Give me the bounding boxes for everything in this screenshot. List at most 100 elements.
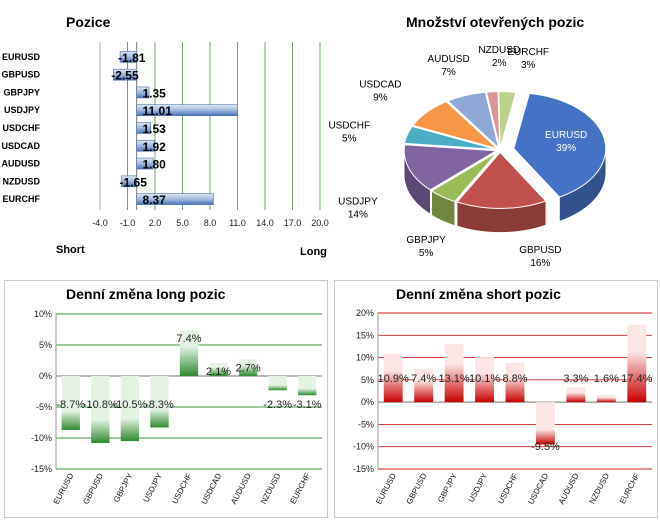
pie-slice-eurusd — [513, 92, 607, 198]
daily-short-ytick-label: -5% — [358, 419, 374, 429]
positions-value-label: -1.65 — [120, 175, 148, 189]
daily-long-value-label: -8.7% — [56, 399, 85, 411]
daily-long-category-label: USDJPY — [141, 471, 164, 504]
positions-bar-gbpusd — [112, 68, 137, 81]
positions-value-label: 1.53 — [143, 122, 167, 136]
daily-long-bar-gbpjpy — [120, 376, 140, 442]
pie-slice-gbpusd — [456, 151, 547, 209]
daily-short-value-label: 17.4% — [621, 373, 652, 385]
positions-category-label: EURUSD — [2, 52, 41, 62]
pie-category-label: EURCHF — [507, 47, 549, 58]
pie-category-label: USDJPY — [338, 196, 378, 207]
open-positions-title: Množství otevřených pozic — [406, 14, 585, 30]
positions-xtick-label: 20.0 — [311, 218, 329, 228]
positions-category-label: USDCHF — [3, 123, 41, 133]
daily-long-category-label: USDCHF — [170, 472, 194, 506]
positions-chart: -4.0 -1.0 2.0 5.0 8.0 11.0 14.0 17.0 20.0 EURUSD -… — [1, 42, 329, 258]
daily-long-bar-eurusd — [61, 376, 80, 430]
daily-short-ytick-label: 0% — [361, 397, 374, 407]
positions-category-label: AUDUSD — [1, 159, 40, 169]
daily-short-ytick-label: -15% — [353, 464, 374, 474]
daily-short-category-label: USDCAD — [526, 472, 550, 506]
pie-slice-eurchf — [498, 91, 517, 148]
daily-long-bar-gbpusd — [91, 376, 110, 443]
daily-long-chart: -15% -10% -5% 0% 5% 10% -8.7% EURUSD -10.8% GBPUS… — [31, 309, 322, 506]
pie-value-label: 2% — [492, 58, 507, 69]
pie-category-label: NZDUSD — [478, 45, 520, 56]
open-positions-chart: EURUSD 39% GBPUSD 16% GBPJPY 5% USDJPY 14% USDCH… — [328, 45, 607, 269]
pie-category-label: USDCHF — [328, 121, 370, 132]
daily-long-title: Denní změna long pozic — [66, 286, 226, 302]
positions-category-label: USDCAD — [1, 141, 40, 151]
positions-category-label: GBPUSD — [1, 70, 40, 80]
daily-long-category-label: USDCAD — [200, 472, 224, 506]
daily-short-ytick-label: -10% — [353, 442, 374, 452]
positions-bar-gbpjpy — [136, 86, 150, 99]
positions-xtick-label: 2.0 — [149, 218, 162, 228]
open-positions-panel: Množství otevřených pozic EURUSD 39% GBPUS… — [328, 0, 660, 275]
daily-long-value-label: 2.7% — [236, 362, 261, 374]
positions-xtick-label: 8.0 — [204, 218, 217, 228]
daily-short-value-label: 7.4% — [411, 373, 436, 385]
daily-short-category-label: USDJPY — [467, 471, 490, 504]
daily-long-panel: Denní změna long pozic -15% -10% -5% 0% 5% 10… — [0, 280, 330, 520]
positions-bar-nzdusd — [121, 175, 137, 188]
daily-short-panel: Denní změna short pozic -15% -10% -5% 0% 5% 1… — [330, 280, 660, 520]
daily-short-chart: -15% -10% -5% 0% 5% 10% 15% 20% 10.9% EURUSD 7.4% G… — [353, 308, 653, 506]
daily-short-ytick-label: 20% — [356, 308, 374, 318]
positions-panel: Pozice -4.0 -1.0 2.0 5.0 8.0 11.0 14.0 17.0 20.0… — [0, 0, 340, 275]
daily-short-bar-gbpusd — [414, 369, 434, 403]
positions-xtick-label: 5.0 — [176, 218, 189, 228]
pie-value-label: 14% — [348, 209, 368, 220]
pie-slice-audusd — [446, 91, 500, 150]
daily-short-bar-nzdusd — [596, 395, 616, 403]
daily-short-bar-usdchf — [505, 362, 525, 403]
daily-long-bar-usdcad — [209, 362, 228, 376]
daily-short-ytick-label: 15% — [356, 330, 374, 340]
daily-short-bar-gbpjpy — [444, 343, 464, 403]
daily-long-value-label: -3.1% — [293, 399, 322, 411]
daily-short-value-label: 1.6% — [594, 373, 619, 385]
pie-value-label: 39% — [556, 143, 576, 154]
positions-xtick-label: 11.0 — [229, 218, 246, 228]
daily-short-category-label: EURUSD — [374, 472, 398, 506]
positions-category-label: NZDUSD — [3, 176, 41, 186]
daily-short-value-label: 8.8% — [502, 373, 527, 385]
pie-value-label: 7% — [441, 67, 456, 78]
positions-value-label: -1.81 — [118, 51, 146, 65]
daily-long-ytick-label: -5% — [36, 402, 52, 412]
daily-long-bar-nzdusd — [268, 376, 287, 391]
positions-value-label: 1.92 — [143, 140, 167, 154]
positions-bar-usdchf — [136, 122, 151, 134]
pie-value-label: 5% — [342, 134, 357, 145]
daily-short-value-label: 10.1% — [469, 373, 500, 385]
positions-value-label: 1.80 — [143, 158, 167, 172]
positions-bar-audusd — [136, 157, 154, 170]
daily-long-category-label: NZDUSD — [259, 472, 283, 506]
positions-xtick-label: 17.0 — [284, 218, 302, 228]
daily-long-category-label: EURUSD — [52, 472, 76, 506]
positions-xtick-label: 14.0 — [256, 218, 274, 228]
daily-long-value-label: 7.4% — [176, 333, 201, 345]
daily-long-value-label: 2.1% — [206, 366, 231, 378]
daily-short-category-label: GBPJPY — [436, 471, 459, 504]
daily-long-value-label: -2.3% — [263, 399, 292, 411]
daily-long-category-label: AUDUSD — [229, 472, 253, 506]
pie-value-label: 3% — [521, 60, 536, 71]
positions-value-label: -2.55 — [111, 69, 139, 83]
daily-long-ytick-label: -10% — [31, 433, 52, 443]
pie-category-label: USDCAD — [359, 79, 401, 90]
daily-short-title: Denní změna short pozic — [396, 286, 561, 302]
daily-short-value-label: 13.1% — [439, 373, 470, 385]
daily-short-ytick-label: 10% — [356, 353, 374, 363]
positions-value-label: 1.35 — [143, 86, 167, 100]
daily-long-category-label: GBPUSD — [81, 472, 105, 506]
daily-long-ytick-label: -15% — [31, 464, 52, 474]
pie-category-label: GBPUSD — [519, 245, 561, 256]
positions-category-label: GBPJPY — [3, 87, 40, 97]
daily-long-ytick-label: 10% — [34, 309, 52, 319]
daily-short-bar-usdjpy — [475, 357, 494, 403]
pie-category-label: GBPJPY — [406, 235, 446, 246]
daily-short-bar-eurusd — [383, 353, 403, 403]
positions-bar-eurusd — [119, 51, 137, 63]
